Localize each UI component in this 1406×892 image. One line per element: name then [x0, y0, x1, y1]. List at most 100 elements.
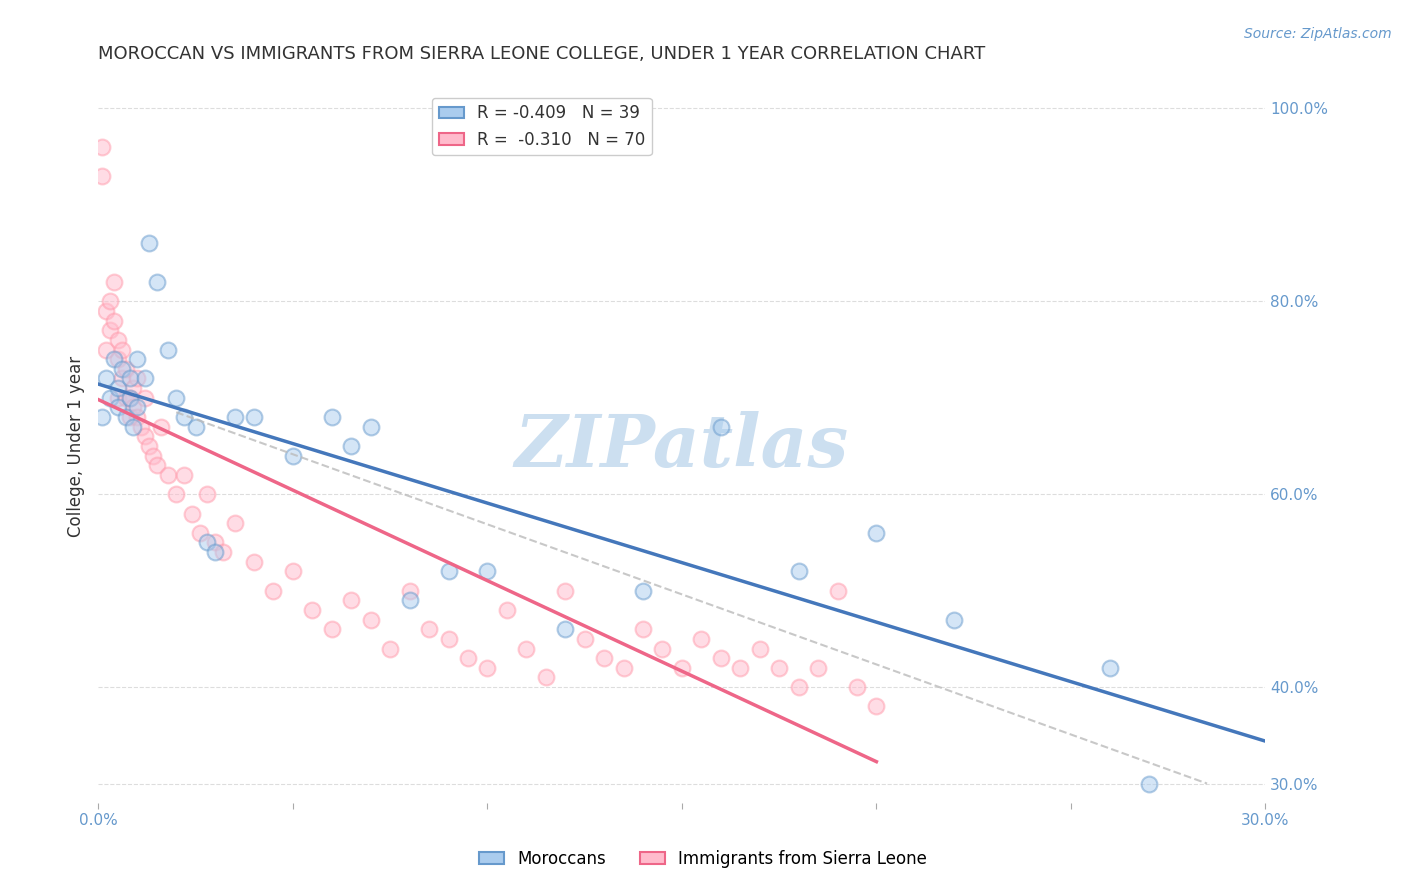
- Point: [574, 632, 596, 646]
- Point: [710, 419, 733, 434]
- Point: [111, 371, 134, 385]
- Text: Source: ZipAtlas.com: Source: ZipAtlas.com: [1244, 27, 1392, 41]
- Point: [321, 410, 343, 425]
- Point: [515, 641, 537, 656]
- Point: [96, 304, 118, 318]
- Point: [91, 140, 114, 154]
- Point: [321, 622, 343, 636]
- Point: [477, 661, 499, 675]
- Point: [281, 565, 304, 579]
- Point: [437, 565, 460, 579]
- Point: [165, 487, 187, 501]
- Point: [146, 275, 169, 289]
- Legend: Moroccans, Immigrants from Sierra Leone: Moroccans, Immigrants from Sierra Leone: [472, 844, 934, 875]
- Point: [195, 487, 218, 501]
- Point: [127, 401, 149, 415]
- Point: [710, 651, 733, 665]
- Point: [118, 410, 141, 425]
- Point: [165, 391, 187, 405]
- Point: [149, 419, 172, 434]
- Point: [1098, 661, 1121, 675]
- Point: [690, 632, 713, 646]
- Point: [134, 391, 156, 405]
- Legend: R = -0.409   N = 39, R =  -0.310   N = 70: R = -0.409 N = 39, R = -0.310 N = 70: [432, 97, 652, 155]
- Point: [378, 641, 402, 656]
- Point: [943, 613, 966, 627]
- Point: [107, 391, 129, 405]
- Point: [118, 371, 141, 385]
- Point: [340, 593, 363, 607]
- Point: [184, 419, 207, 434]
- Point: [730, 661, 752, 675]
- Point: [554, 622, 576, 636]
- Point: [180, 507, 202, 521]
- Point: [865, 525, 887, 540]
- Point: [138, 439, 160, 453]
- Point: [827, 583, 849, 598]
- Point: [243, 555, 266, 569]
- Point: [91, 410, 114, 425]
- Point: [107, 401, 129, 415]
- Point: [212, 545, 235, 559]
- Point: [111, 343, 134, 357]
- Point: [631, 622, 654, 636]
- Point: [613, 661, 636, 675]
- Point: [534, 670, 557, 684]
- Point: [127, 410, 149, 425]
- Point: [1137, 776, 1160, 790]
- Point: [195, 535, 218, 549]
- Point: [651, 641, 673, 656]
- Point: [340, 439, 363, 453]
- Point: [122, 419, 145, 434]
- Point: [262, 583, 284, 598]
- Point: [98, 391, 121, 405]
- Point: [360, 613, 382, 627]
- Point: [134, 429, 156, 443]
- Point: [243, 410, 266, 425]
- Point: [114, 410, 136, 425]
- Point: [114, 362, 136, 376]
- Point: [122, 401, 145, 415]
- Point: [593, 651, 616, 665]
- Point: [107, 381, 129, 395]
- Point: [224, 516, 246, 530]
- Point: [437, 632, 460, 646]
- Point: [114, 391, 136, 405]
- Point: [118, 391, 141, 405]
- Point: [173, 467, 195, 482]
- Point: [631, 583, 654, 598]
- Point: [127, 371, 149, 385]
- Point: [301, 603, 323, 617]
- Point: [554, 583, 576, 598]
- Point: [807, 661, 830, 675]
- Point: [107, 352, 129, 367]
- Point: [281, 449, 304, 463]
- Point: [495, 603, 517, 617]
- Point: [134, 371, 156, 385]
- Text: ZIPatlas: ZIPatlas: [515, 410, 849, 482]
- Point: [103, 352, 125, 367]
- Point: [360, 419, 382, 434]
- Point: [111, 362, 134, 376]
- Point: [103, 313, 125, 327]
- Point: [188, 525, 211, 540]
- Y-axis label: College, Under 1 year: College, Under 1 year: [66, 355, 84, 537]
- Point: [138, 236, 160, 251]
- Point: [107, 333, 129, 347]
- Point: [103, 275, 125, 289]
- Point: [157, 343, 180, 357]
- Point: [457, 651, 479, 665]
- Point: [204, 535, 226, 549]
- Point: [157, 467, 180, 482]
- Point: [787, 565, 810, 579]
- Point: [768, 661, 790, 675]
- Text: MOROCCAN VS IMMIGRANTS FROM SIERRA LEONE COLLEGE, UNDER 1 YEAR CORRELATION CHART: MOROCCAN VS IMMIGRANTS FROM SIERRA LEONE…: [98, 45, 986, 62]
- Point: [418, 622, 440, 636]
- Point: [398, 593, 420, 607]
- Point: [98, 294, 121, 309]
- Point: [846, 680, 869, 694]
- Point: [91, 169, 114, 183]
- Point: [96, 371, 118, 385]
- Point: [122, 381, 145, 395]
- Point: [224, 410, 246, 425]
